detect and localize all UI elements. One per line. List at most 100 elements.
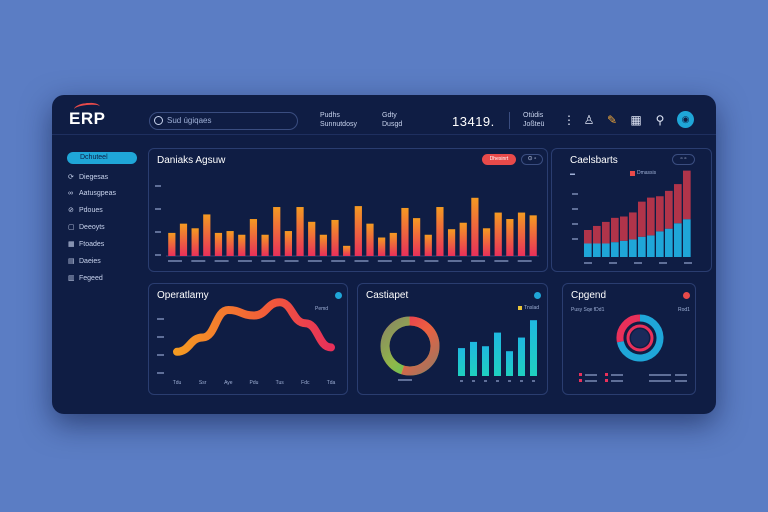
- status-dot: [335, 292, 342, 299]
- panel-bars: Daniaks Agsuw Dhesinrt ⊙ ▫: [148, 148, 548, 272]
- pencil-icon[interactable]: ✎: [606, 113, 618, 127]
- bar: [424, 234, 432, 256]
- avatar[interactable]: ◉: [677, 111, 694, 128]
- bar: [191, 228, 199, 256]
- donut-inner-ring: [626, 324, 654, 352]
- x-tick-label: Ssr: [199, 380, 207, 386]
- bar: [401, 207, 409, 256]
- donut-bar-chart: [380, 316, 537, 382]
- more-icon[interactable]: ⋮: [563, 113, 575, 127]
- header-info-2: Gdty Dusgd: [382, 111, 402, 129]
- options-button[interactable]: ▫ ▫: [672, 154, 695, 165]
- bar-segment: [638, 236, 646, 257]
- date-line-2: Joßteü: [523, 121, 545, 128]
- sidebar-item-7[interactable]: ▥ Fegeed: [68, 274, 138, 284]
- key-icon[interactable]: ⚲: [655, 113, 665, 127]
- sidebar-item-5[interactable]: ▦ Ftoades: [68, 240, 138, 250]
- bar: [470, 341, 477, 376]
- bar: [458, 348, 465, 376]
- bar-segment: [620, 240, 628, 257]
- y-tick: [157, 372, 164, 374]
- sidebar-item-label: Pdoues: [79, 207, 103, 214]
- x-tick: [496, 380, 499, 382]
- search-input[interactable]: Sud úgiqaes: [149, 112, 298, 130]
- x-tick: [508, 380, 511, 382]
- bar-segment: [584, 243, 592, 257]
- panel-donut-bars: Castiapet Tnslad: [357, 283, 548, 395]
- bar: [249, 219, 258, 256]
- sidebar-item-2[interactable]: ∞ Aatusgpeas: [68, 189, 138, 199]
- panel-line: Operatlamy Pemd Tdu Ssr Aye Pdu Tus Fdc Tda: [148, 283, 348, 395]
- x-tick: [584, 262, 592, 264]
- sidebar-item-label: Ftoades: [79, 241, 105, 248]
- legend-label: Tnslad: [524, 305, 540, 311]
- x-tick-label: Tdu: [173, 380, 182, 386]
- bar: [226, 231, 234, 256]
- bar-segment: [584, 230, 592, 244]
- line-chart: Tdu Ssr Aye Pdu Tus Fdc Tda: [157, 298, 336, 386]
- bell-icon[interactable]: ♙: [583, 113, 595, 127]
- x-tick-label: Pdu: [250, 380, 259, 386]
- legend-swatch: [579, 373, 582, 376]
- bar-segment: [683, 219, 691, 257]
- top-bar: ERP Sud úgiqaes Pudhs Sunnutdosy Gdty Du…: [52, 95, 716, 135]
- legend-label: Pemd: [315, 306, 329, 312]
- filter-button[interactable]: Dhesinrt: [482, 154, 516, 165]
- legend-swatch: [605, 373, 608, 376]
- bar: [296, 207, 304, 256]
- bar-segment: [593, 243, 601, 257]
- bar: [378, 237, 386, 256]
- sidebar-item-1[interactable]: ⟳ Diegesas: [68, 173, 138, 183]
- y-tick: [572, 238, 578, 240]
- donut-slice: [380, 316, 410, 375]
- bar: [482, 228, 491, 256]
- x-tick: [331, 260, 346, 262]
- x-tick: [659, 262, 667, 264]
- x-tick: [532, 380, 535, 382]
- bar: [506, 351, 513, 376]
- app-window: ERP Sud úgiqaes Pudhs Sunnutdosy Gdty Du…: [52, 95, 716, 414]
- x-tick: [307, 260, 322, 262]
- panel-title: Operatlamy: [157, 290, 209, 301]
- panel-title: Cpgend: [571, 290, 607, 301]
- list-icon: ▤: [68, 258, 75, 265]
- panel-stacked: Caelsbarts ▫ ▫ ▬ Dmassis: [551, 148, 712, 272]
- status-dot: [534, 292, 541, 299]
- legend-text: [585, 374, 597, 376]
- logo: ERP: [69, 109, 106, 128]
- bar-segment: [611, 242, 619, 257]
- y-tick: [157, 318, 164, 320]
- legend-label: Pusy Sqe fDd1: [571, 307, 605, 313]
- legend-text: [675, 374, 687, 376]
- bar-segment: [620, 216, 628, 241]
- y-tick: [572, 193, 578, 195]
- x-tick: [284, 260, 299, 262]
- panel-title: Caelsbarts: [570, 155, 618, 166]
- bar-segment: [683, 170, 691, 220]
- bar-segment: [674, 184, 682, 224]
- bar-segment: [656, 196, 664, 232]
- bar-segment: [647, 235, 655, 257]
- y-tick: [157, 354, 164, 356]
- bar-segment: [674, 223, 682, 257]
- bar: [214, 232, 223, 256]
- legend-text: [585, 380, 597, 382]
- sidebar-item-6[interactable]: ▤ Daeies: [68, 257, 138, 267]
- bar: [494, 212, 502, 256]
- sync-icon: ⟳: [68, 174, 74, 181]
- header-info-1-value: Sunnutdosy: [320, 121, 357, 128]
- bar-segment: [629, 239, 637, 257]
- x-tick: [401, 260, 416, 262]
- bar: [238, 234, 246, 256]
- bar: [471, 197, 479, 256]
- sidebar-item-4[interactable]: ▢ Deeoyts: [68, 223, 138, 233]
- sidebar-item-label: Diegesas: [79, 174, 109, 181]
- sidebar-item-active[interactable]: Dchuteel: [67, 152, 137, 164]
- header-info-2-value: Dusgd: [382, 121, 403, 128]
- options-button[interactable]: ⊙ ▫: [521, 154, 543, 165]
- donut-slice: [401, 316, 440, 376]
- calendar-icon[interactable]: ▦: [630, 113, 642, 127]
- sidebar-item-3[interactable]: ⊘ Pdoues: [68, 206, 138, 216]
- bar: [436, 207, 444, 256]
- x-tick: [447, 260, 462, 262]
